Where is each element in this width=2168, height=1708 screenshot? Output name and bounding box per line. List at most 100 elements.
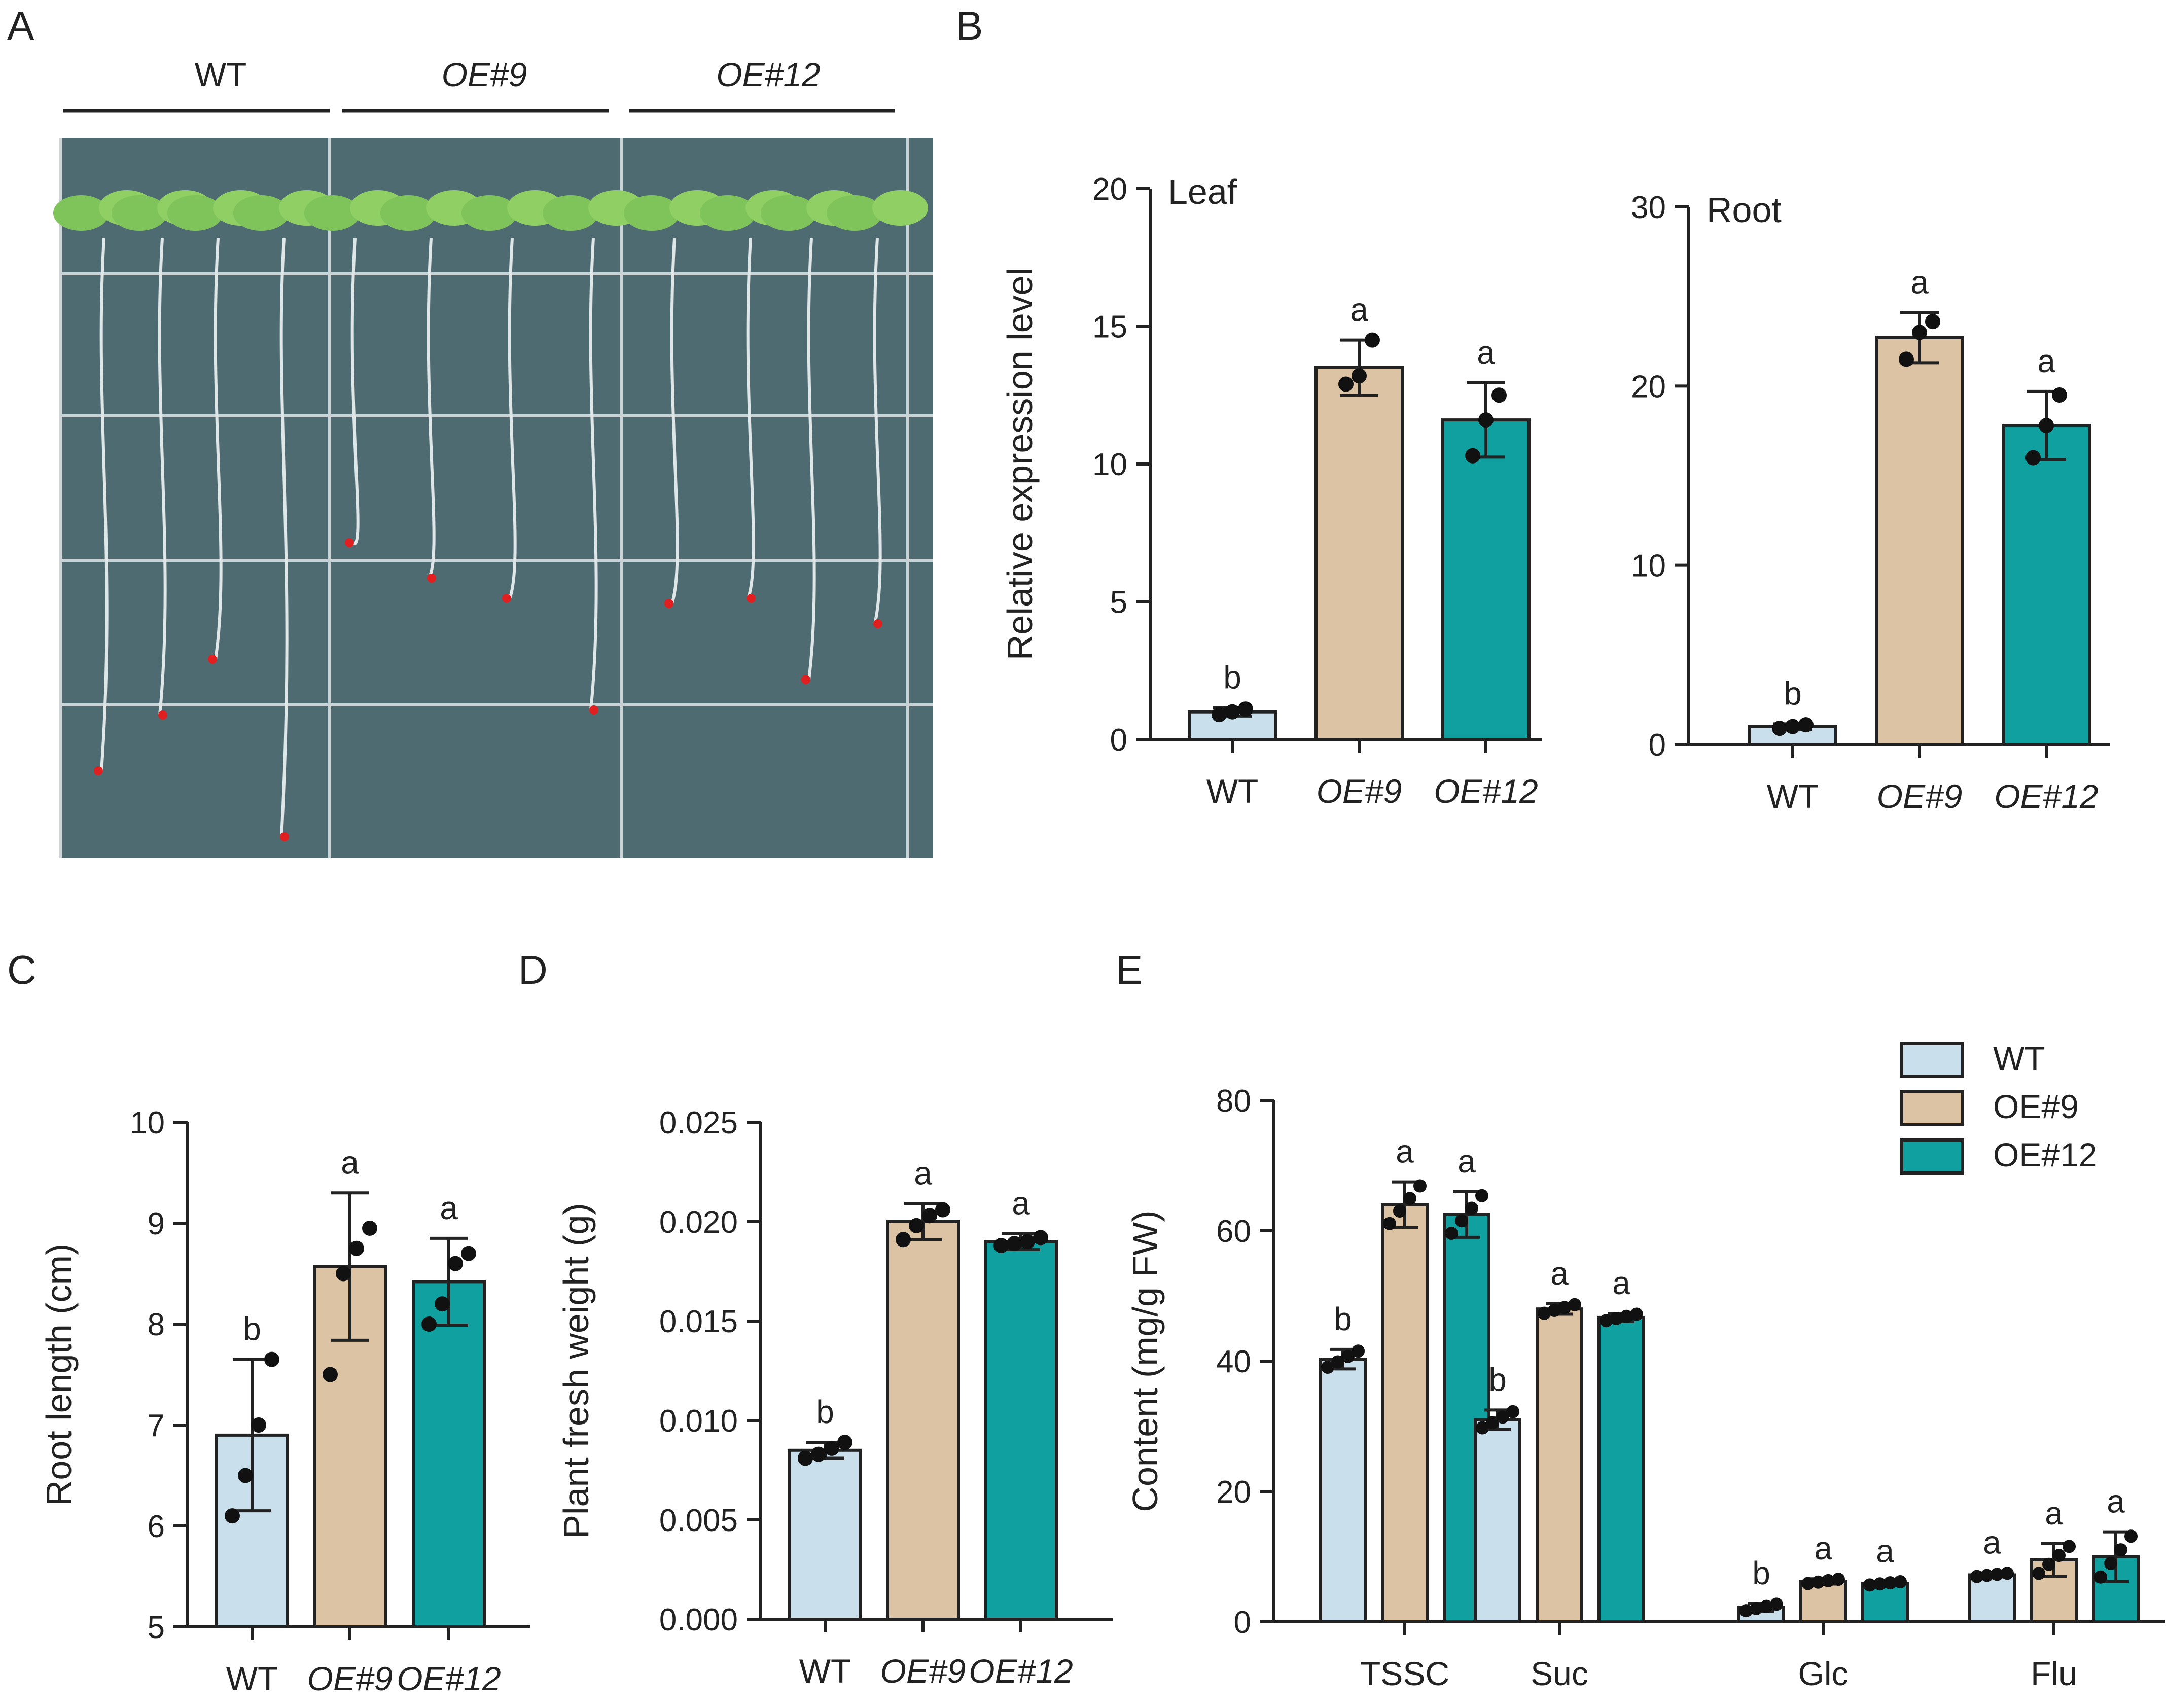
panel-letter-a: A — [7, 3, 34, 48]
x-category-label: OE#9 — [1877, 777, 1963, 815]
chart-D: 0.000 0.005 0.010 0.015 0.020 0.025 Plant fres… — [556, 1106, 1113, 1690]
data-point — [909, 1218, 924, 1233]
seedling-root — [873, 238, 882, 624]
data-point — [2104, 1556, 2117, 1570]
data-point — [1393, 1204, 1406, 1218]
seedling-root — [746, 238, 755, 599]
charts-layer: 0 5 10 15 20 Relative expression level Leaf b WT… — [39, 172, 2165, 1697]
data-point — [1863, 1578, 1876, 1592]
seedling-leaf — [233, 195, 289, 231]
data-point — [1331, 1355, 1344, 1369]
data-point — [1321, 1361, 1334, 1374]
data-point — [2032, 1567, 2045, 1580]
y-tick-label: 5 — [1110, 585, 1127, 620]
data-point — [2039, 418, 2054, 434]
data-point — [336, 1266, 351, 1282]
root-tip-marker — [502, 594, 511, 603]
data-point — [264, 1351, 279, 1367]
data-point — [1338, 376, 1354, 392]
data-point — [1341, 1349, 1355, 1363]
y-tick-label: 0.005 — [659, 1503, 738, 1538]
data-point — [1772, 721, 1787, 736]
data-point — [1365, 332, 1380, 348]
bar-wt-tssc — [1319, 1358, 1367, 1623]
data-point — [1894, 1575, 1907, 1589]
legend-label: WT — [1993, 1040, 2045, 1077]
root-tip-marker — [94, 766, 103, 775]
seedling-root — [158, 238, 167, 716]
significance-letter: a — [341, 1144, 359, 1181]
significance-letter: b — [1488, 1361, 1507, 1398]
legend: WT OE#9 OE#12 — [1900, 1040, 2097, 1175]
data-point — [1238, 701, 1253, 717]
data-point — [2052, 1549, 2066, 1562]
y-tick-label: 7 — [148, 1408, 165, 1443]
seedlings — [53, 190, 928, 841]
data-point — [238, 1468, 253, 1483]
x-category-label: OE#9 — [880, 1652, 966, 1690]
y-tick-label: 0.015 — [659, 1304, 738, 1339]
data-point — [1445, 1226, 1458, 1240]
chart-title: Root — [1707, 190, 1782, 230]
legend-swatch — [1900, 1042, 1964, 1078]
seedling-root — [508, 238, 517, 599]
root-tip-marker — [664, 599, 673, 608]
y-tick-label: 20 — [1631, 369, 1666, 404]
significance-letter: b — [243, 1311, 261, 1347]
root-tip-marker — [427, 574, 436, 583]
root-tip-marker — [345, 538, 354, 547]
data-point — [1630, 1307, 1643, 1321]
significance-letter: a — [914, 1155, 932, 1192]
bar-oe12 — [2002, 424, 2091, 746]
seedling-root — [427, 238, 436, 579]
data-point — [1883, 1576, 1897, 1590]
significance-letter: a — [1477, 334, 1495, 371]
data-point — [421, 1316, 437, 1332]
data-point — [2052, 387, 2067, 403]
significance-letter: a — [1350, 292, 1368, 328]
x-category-label: WT — [799, 1652, 851, 1690]
data-point — [1620, 1309, 1633, 1323]
seedling-root — [350, 238, 360, 545]
y-axis-title: Relative expression level — [1000, 268, 1040, 660]
data-point — [1600, 1314, 1613, 1328]
photo-label-wt: WT — [195, 56, 247, 93]
y-tick-label: 0.010 — [659, 1404, 738, 1439]
y-tick-label: 40 — [1216, 1344, 1251, 1379]
seedling-root — [589, 238, 598, 710]
data-point — [1020, 1234, 1035, 1250]
legend-swatch — [1900, 1090, 1964, 1126]
y-tick-label: 20 — [1216, 1475, 1251, 1510]
data-point — [1912, 325, 1927, 340]
data-point — [1212, 707, 1227, 723]
seedling-leaf — [461, 195, 517, 231]
significance-letter: a — [1983, 1524, 2001, 1561]
data-point — [1832, 1573, 1845, 1586]
root-tip-marker — [208, 655, 217, 664]
seedling-photo-panel: WT OE#9 OE#12 — [53, 56, 933, 858]
x-category-label: OE#12 — [969, 1652, 1073, 1690]
data-point — [448, 1256, 463, 1271]
seedling-root — [670, 238, 679, 604]
legend-label: OE#12 — [1993, 1136, 2097, 1173]
y-tick-label: 10 — [130, 1106, 165, 1141]
data-point — [461, 1246, 476, 1261]
y-tick-label: 10 — [1631, 549, 1666, 584]
data-point — [1811, 1575, 1825, 1589]
legend-swatch — [1900, 1138, 1964, 1175]
data-point — [1403, 1192, 1416, 1205]
data-point — [1548, 1304, 1561, 1318]
data-point — [798, 1450, 813, 1466]
data-point — [1455, 1214, 1468, 1228]
root-tip-marker — [873, 619, 882, 628]
seedling-leaf — [624, 195, 680, 231]
data-point — [1558, 1301, 1571, 1314]
significance-letter: a — [1396, 1133, 1414, 1170]
y-tick-label: 0.000 — [659, 1603, 738, 1638]
photo-label-oe9: OE#9 — [442, 56, 527, 93]
x-category-label: WT — [1206, 772, 1259, 810]
seedling-root — [214, 238, 223, 660]
x-category-label: Suc — [1531, 1655, 1588, 1692]
x-category-label: OE#9 — [1317, 772, 1402, 810]
